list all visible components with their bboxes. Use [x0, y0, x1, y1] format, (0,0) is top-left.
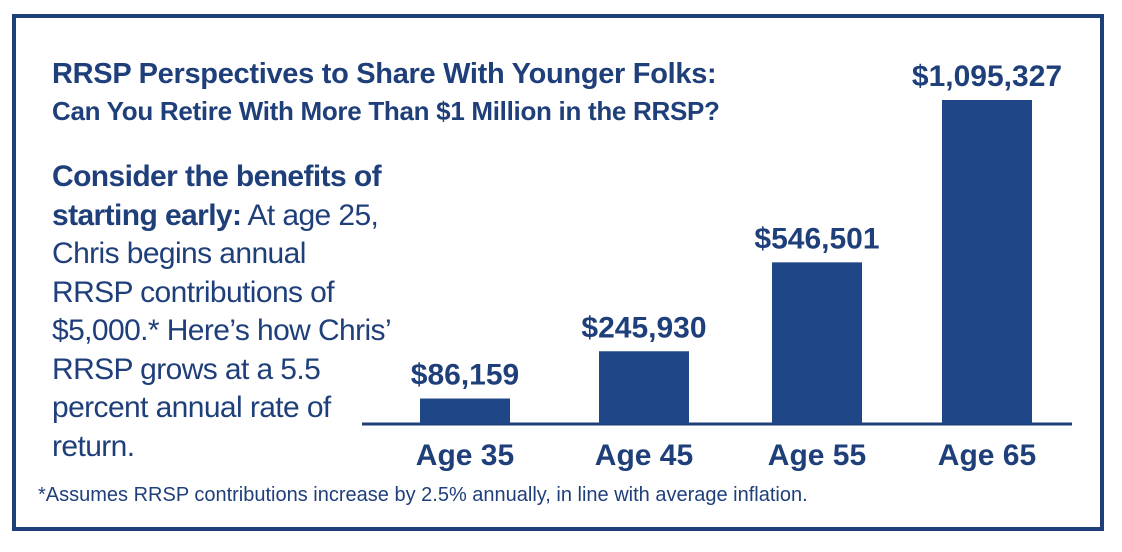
bar-value-label: $1,095,327: [912, 60, 1062, 93]
bar-age-55: [772, 262, 862, 424]
x-tick-label: Age 35: [416, 439, 514, 472]
x-tick-label: Age 55: [768, 439, 866, 472]
chart-title: RRSP Perspectives to Share With Younger …: [52, 58, 717, 90]
description-lead: Consider the benefits of starting early:: [52, 160, 382, 232]
bar-age-65: [942, 100, 1032, 424]
x-tick-label: Age 45: [595, 439, 693, 472]
bar-age-45: [599, 351, 689, 424]
x-tick-label: Age 65: [938, 439, 1036, 472]
chart-frame: [12, 14, 1104, 531]
description-text: Consider the benefits of starting early:…: [52, 158, 392, 466]
bar-value-label: $86,159: [411, 359, 519, 392]
bar-age-35: [420, 398, 510, 424]
chart-subtitle: Can You Retire With More Than $1 Million…: [52, 96, 720, 126]
footnote: *Assumes RRSP contributions increase by …: [38, 484, 808, 506]
bar-value-label: $546,501: [754, 222, 879, 255]
bar-value-label: $245,930: [581, 311, 706, 344]
description-body: At age 25, Chris begins annual RRSP cont…: [52, 198, 391, 463]
